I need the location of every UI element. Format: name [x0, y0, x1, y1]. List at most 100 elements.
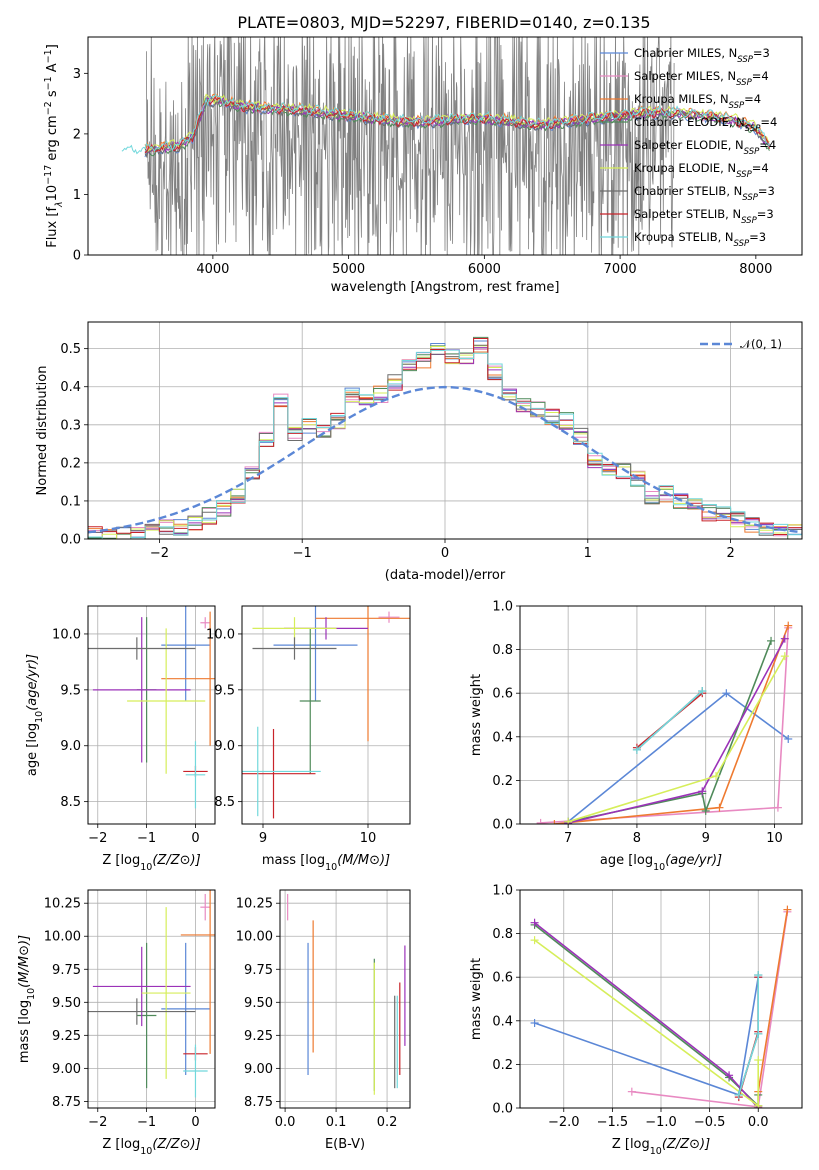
label-part: (data-model)/error	[385, 568, 506, 583]
x-axis-label: Z [log10(Z/Z⊙)]	[102, 853, 200, 873]
x-tick-label: 9	[259, 831, 267, 846]
legend-label: Kroupa ELODIE, NSSP=4	[634, 161, 769, 180]
legend-sub: SSP	[736, 78, 752, 88]
label-part: 10	[653, 862, 665, 873]
y-tick-label: 0.4	[492, 730, 513, 745]
y-tick-label: 3	[73, 67, 81, 82]
y-tick-label: 9.0	[60, 739, 81, 754]
axes: 0.0 0.1 0.2 8.75 9.00 9.25 9.50 9.75 10.00 10.25 E…	[236, 889, 411, 1152]
label-part: Flux [f	[45, 207, 60, 248]
y-tick-label: 0.8	[492, 927, 513, 942]
y-tick-label: 9.75	[244, 963, 273, 978]
y-tick-label: 8.5	[214, 795, 235, 810]
axes: 4000 5000 6000 7000 8000 0 1 2 3 wavelength [Angs…	[43, 36, 803, 295]
x-tick-label: 2	[726, 546, 734, 561]
label-part: E(B-V)	[325, 1137, 365, 1152]
x-axis-label: age [log10(age/yr)]	[600, 853, 722, 873]
y-tick-label: 1.0	[492, 600, 513, 615]
axis-frame	[87, 889, 216, 1109]
x-tick-label: 8	[633, 831, 641, 846]
legend-n: =4	[752, 161, 769, 175]
y-tick-label: 9.00	[244, 1062, 273, 1077]
legend-sub: SSP	[734, 239, 750, 249]
x-tick-label: 0	[191, 831, 199, 846]
legend-label: Chabrier STELIB, NSSP=3	[634, 184, 775, 203]
y-tick-label: 9.50	[244, 996, 273, 1011]
x-tick-label: 0.0	[748, 1115, 769, 1130]
legend-n: =3	[757, 207, 774, 221]
y-tick-label: 10.00	[236, 930, 273, 945]
y-tick-label: 0.2	[492, 1058, 513, 1073]
y-tick-label: 9.75	[52, 963, 81, 978]
x-tick-label: −1.0	[645, 1115, 677, 1130]
y-tick-label: 9.0	[214, 739, 235, 754]
legend-n: =3	[753, 46, 770, 60]
y-tick-label: 0.2	[492, 774, 513, 789]
x-tick-label: 0.0	[275, 1115, 296, 1130]
x-tick-label: 10	[766, 831, 783, 846]
gaussian-curve	[88, 385, 802, 534]
y-tick-label: 2	[73, 127, 81, 142]
y-tick-label: 9.25	[244, 1029, 273, 1044]
x-tick-label: −2	[88, 831, 107, 846]
axis-frame	[519, 605, 803, 825]
x-tick-label: 7000	[604, 262, 637, 277]
y-tick-label: 10.0	[52, 627, 81, 642]
legend-n: =4	[744, 92, 761, 106]
y-tick-label: 9.00	[52, 1062, 81, 1077]
y-tick-label: 0.0	[492, 1102, 513, 1117]
plot-area	[287, 893, 406, 1095]
legend-n: =4	[759, 138, 776, 152]
y-tick-label: 0.0	[60, 533, 81, 548]
x-tick-label: 7	[564, 831, 572, 846]
label-part: λ	[54, 201, 65, 208]
x-tick-label: 0	[191, 1115, 199, 1130]
x-tick-label: 10	[360, 831, 377, 846]
mass-vs-metallicity-panel: −2 −1 0 8.75 9.00 9.25 9.50 9.75 10.00 10.25 Z [lo…	[17, 889, 216, 1157]
label-part: (Z/Z⊙)]	[662, 1137, 710, 1152]
label-part: erg cm	[45, 115, 60, 164]
legend-sub: SSP	[736, 170, 752, 180]
weight-vs-metallicity-panel: −2.0 −1.5 −1.0 −0.5 0.0 0.0 0.2 0.4 0.6 0.8 1.0 Z […	[469, 884, 803, 1157]
label-part: −1	[43, 76, 54, 90]
label-part: mass [log	[262, 853, 325, 868]
y-axis-label: Normed distribution	[35, 366, 50, 496]
y-tick-label: 8.75	[52, 1095, 81, 1110]
legend-label: 𝒩(0, 1)	[740, 337, 782, 351]
label-part: −2	[43, 101, 54, 115]
x-tick-label: −1	[137, 1115, 156, 1130]
legend-name: Kroupa STELIB, N	[634, 230, 734, 244]
label-part: (age/yr)]	[25, 654, 40, 711]
label-part: age [log	[600, 853, 653, 868]
x-tick-label: −2	[88, 1115, 107, 1130]
x-axis-label: Z [log10(Z/Z⊙)]	[612, 1137, 710, 1157]
x-tick-label: 0	[441, 546, 449, 561]
x-tick-label: −1	[137, 831, 156, 846]
legend-name: Salpeter STELIB, N	[634, 207, 741, 221]
label-part: 10	[140, 1146, 152, 1157]
x-axis-label: mass [log10(M/M⊙)]	[262, 853, 390, 873]
y-tick-label: 0.4	[60, 380, 81, 395]
spectrum-panel: 4000 5000 6000 7000 8000 0 1 2 3 wavelength [Angs…	[43, 36, 803, 295]
x-axis-label: (data-model)/error	[385, 568, 506, 583]
y-tick-label: 8.5	[60, 795, 81, 810]
y-tick-label: 1.0	[492, 884, 513, 899]
x-tick-label: 6000	[468, 262, 501, 277]
legend-sub: SSP	[744, 147, 760, 157]
y-tick-label: 0.0	[492, 818, 513, 833]
y-tick-label: 0.5	[60, 342, 81, 357]
plot-area	[88, 890, 215, 1098]
y-tick-label: 10.25	[236, 897, 273, 912]
x-tick-label: 0.1	[326, 1115, 347, 1130]
label-part: 10	[650, 1146, 662, 1157]
label-part: 10	[34, 711, 45, 723]
label-part: mass weight	[469, 958, 484, 1040]
axis-frame	[87, 36, 803, 256]
age-vs-metallicity-panel: −2 −1 08.59.09.510.0Z [log10(Z/Z⊙)]age [lo…	[25, 605, 216, 873]
y-axis-label: age [log10(age/yr)]	[25, 654, 45, 776]
x-tick-label: −1.5	[597, 1115, 629, 1130]
y-tick-label: 9.25	[52, 1029, 81, 1044]
x-tick-label: −2	[150, 546, 169, 561]
y-tick-label: 0.6	[492, 971, 513, 986]
